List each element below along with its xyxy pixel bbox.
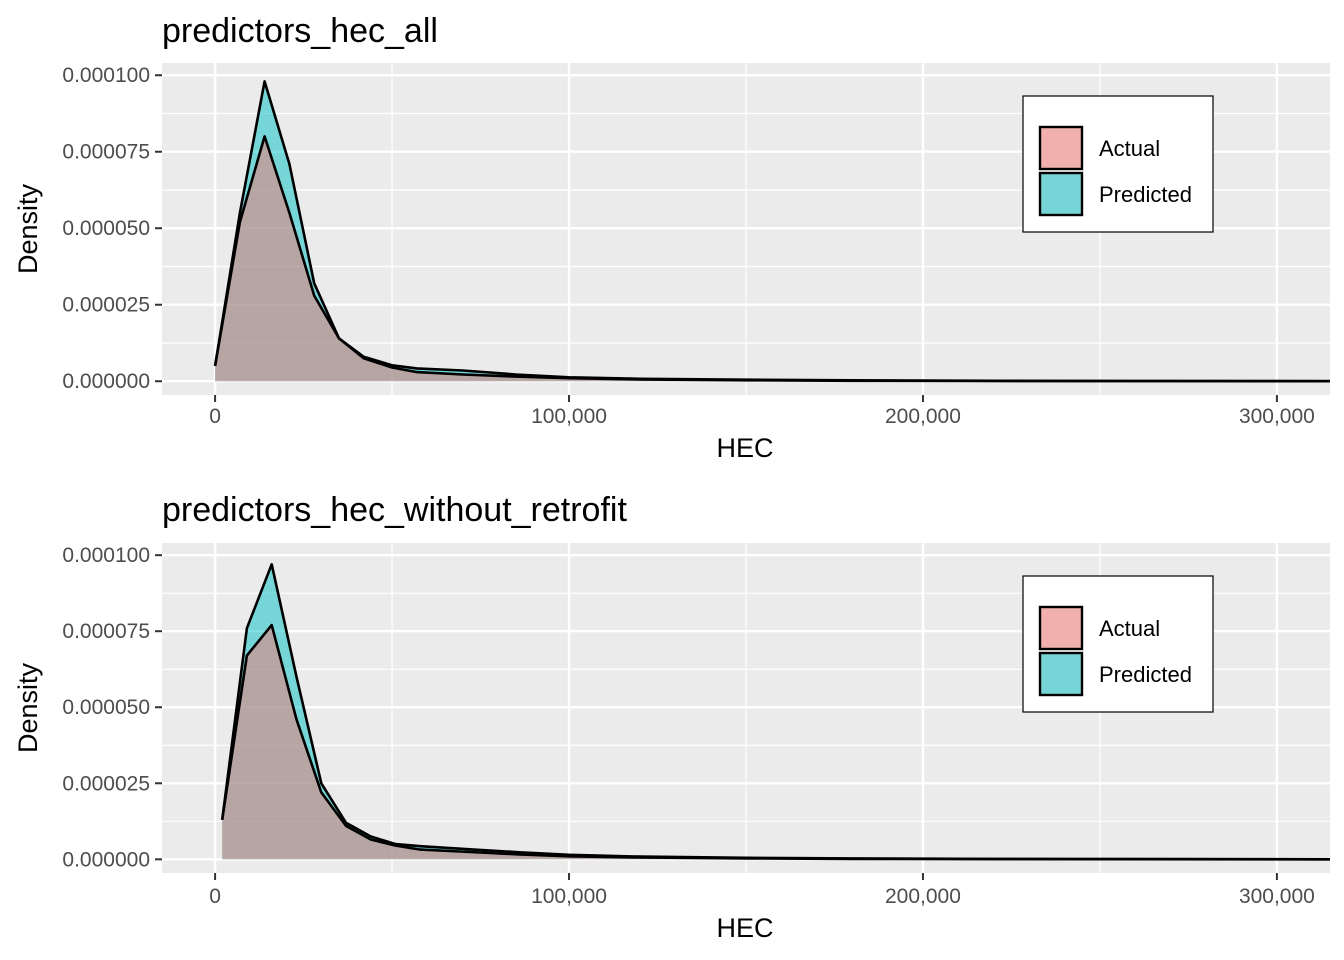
x-axis-title: HEC xyxy=(716,433,773,463)
y-tick-label: 0.000000 xyxy=(62,848,150,871)
density-areas xyxy=(220,563,1330,861)
x-tick-label: 200,000 xyxy=(885,405,961,428)
density-line-actual xyxy=(220,623,1330,861)
legend: Actual Predicted xyxy=(1022,575,1214,713)
x-tick-label: 200,000 xyxy=(885,885,961,908)
x-tick-label: 300,000 xyxy=(1239,885,1315,908)
y-tick-label: 0.000075 xyxy=(62,620,150,643)
legend-label-actual: Actual xyxy=(1099,616,1160,641)
y-axis-title: Density xyxy=(13,183,43,274)
chart-title: predictors_hec_without_retrofit xyxy=(162,491,627,529)
legend-key-actual xyxy=(1038,125,1084,171)
density-area-actual xyxy=(222,625,1330,860)
density-line-actual xyxy=(213,135,1330,383)
x-tick-label: 100,000 xyxy=(531,885,607,908)
axes: 0 100,000 200,000 300,000 0.000000 0.000025 0.… xyxy=(62,544,1314,908)
y-tick-label: 0.000050 xyxy=(62,217,150,240)
density-area-actual xyxy=(215,136,1330,382)
x-tick-label: 0 xyxy=(209,405,221,428)
x-tick-label: 300,000 xyxy=(1239,405,1315,428)
legend-key-actual xyxy=(1038,605,1084,651)
density-areas xyxy=(213,80,1330,383)
panel-2: 0 100,000 200,000 300,000 0.000000 0.000025 0.… xyxy=(13,491,1330,943)
y-tick-label: 0.000025 xyxy=(62,294,150,317)
legend-key-predicted xyxy=(1038,651,1084,697)
legend-label-predicted: Predicted xyxy=(1099,662,1192,687)
y-tick-label: 0.000025 xyxy=(62,772,150,795)
y-tick-label: 0.000050 xyxy=(62,696,150,719)
chart-title: predictors_hec_all xyxy=(162,12,438,50)
x-tick-label: 100,000 xyxy=(531,405,607,428)
legend: Actual Predicted xyxy=(1022,95,1214,233)
x-tick-label: 0 xyxy=(209,885,221,908)
y-axis-title: Density xyxy=(13,662,43,753)
legend-label-actual: Actual xyxy=(1099,136,1160,161)
y-tick-label: 0.000075 xyxy=(62,141,150,164)
x-axis-title: HEC xyxy=(716,913,773,943)
axes: 0 100,000 200,000 300,000 0.000000 0.000025 0.… xyxy=(62,64,1314,428)
legend-key-predicted xyxy=(1038,171,1084,217)
panel-1: 0 100,000 200,000 300,000 0.000000 0.000025 0.… xyxy=(13,12,1330,463)
y-tick-label: 0.000100 xyxy=(62,544,150,567)
legend-label-predicted: Predicted xyxy=(1099,182,1192,207)
y-tick-label: 0.000100 xyxy=(62,64,150,87)
y-tick-label: 0.000000 xyxy=(62,370,150,393)
